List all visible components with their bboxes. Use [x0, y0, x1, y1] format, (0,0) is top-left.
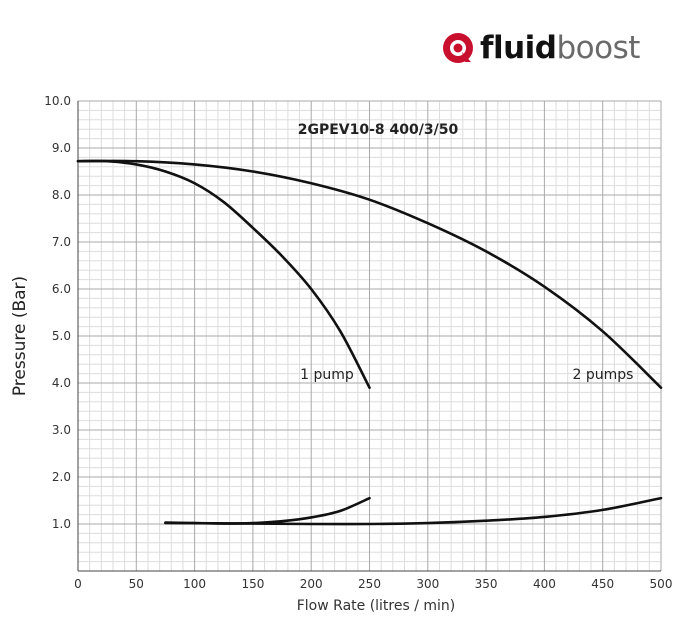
- y-tick-label: 5.0: [52, 329, 71, 343]
- y-axis-title: Pressure (Bar): [10, 276, 30, 396]
- fluidboost-logo-icon: [443, 33, 473, 63]
- curve-2-pumps-pressure: [76, 159, 663, 389]
- y-tick-label: 6.0: [52, 282, 71, 296]
- x-tick-label: 0: [74, 577, 82, 591]
- y-tick-label: 3.0: [52, 423, 71, 437]
- y-tick-label: 2.0: [52, 470, 71, 484]
- label-2-pumps: 2 pumps: [573, 367, 634, 383]
- x-tick-label: 100: [183, 577, 206, 591]
- y-tick-label: 4.0: [52, 376, 71, 390]
- x-tick-label: 150: [241, 577, 264, 591]
- curve-1-pump-lower: [164, 496, 371, 525]
- x-tick-label: 500: [650, 577, 673, 591]
- x-tick-label: 50: [129, 577, 144, 591]
- brand-name: fluidboost: [480, 28, 640, 68]
- series-curves: [76, 159, 663, 526]
- y-tick-label: 9.0: [52, 141, 71, 155]
- x-tick-label: 350: [475, 577, 498, 591]
- x-tick-labels: 0 50 100 150 200 250 300 350 400 450 500: [74, 577, 672, 591]
- x-tick-label: 300: [416, 577, 439, 591]
- fluidboost-logo: fluidboost: [440, 26, 672, 70]
- y-tick-label: 1.0: [52, 517, 71, 531]
- y-tick-label: 8.0: [52, 188, 71, 202]
- x-tick-label: 450: [591, 577, 614, 591]
- x-tick-label: 250: [358, 577, 381, 591]
- brand-name-bold: fluid: [480, 30, 557, 66]
- y-tick-label: 7.0: [52, 235, 71, 249]
- curve-1-pump-pressure: [76, 159, 371, 389]
- brand-name-light: boost: [556, 30, 641, 66]
- x-axis-title: Flow Rate (litres / min): [297, 598, 456, 614]
- y-tick-labels: 1.0 2.0 3.0 4.0 5.0 6.0 7.0 8.0 9.0 10.0: [44, 94, 71, 531]
- x-tick-label: 400: [533, 577, 556, 591]
- curve-2-pumps-lower: [164, 496, 663, 526]
- x-tick-label: 200: [300, 577, 323, 591]
- label-1-pump: 1 pump: [300, 367, 354, 383]
- chart-title: 2GPEV10-8 400/3/50: [298, 122, 459, 138]
- y-tick-label: 10.0: [44, 94, 71, 108]
